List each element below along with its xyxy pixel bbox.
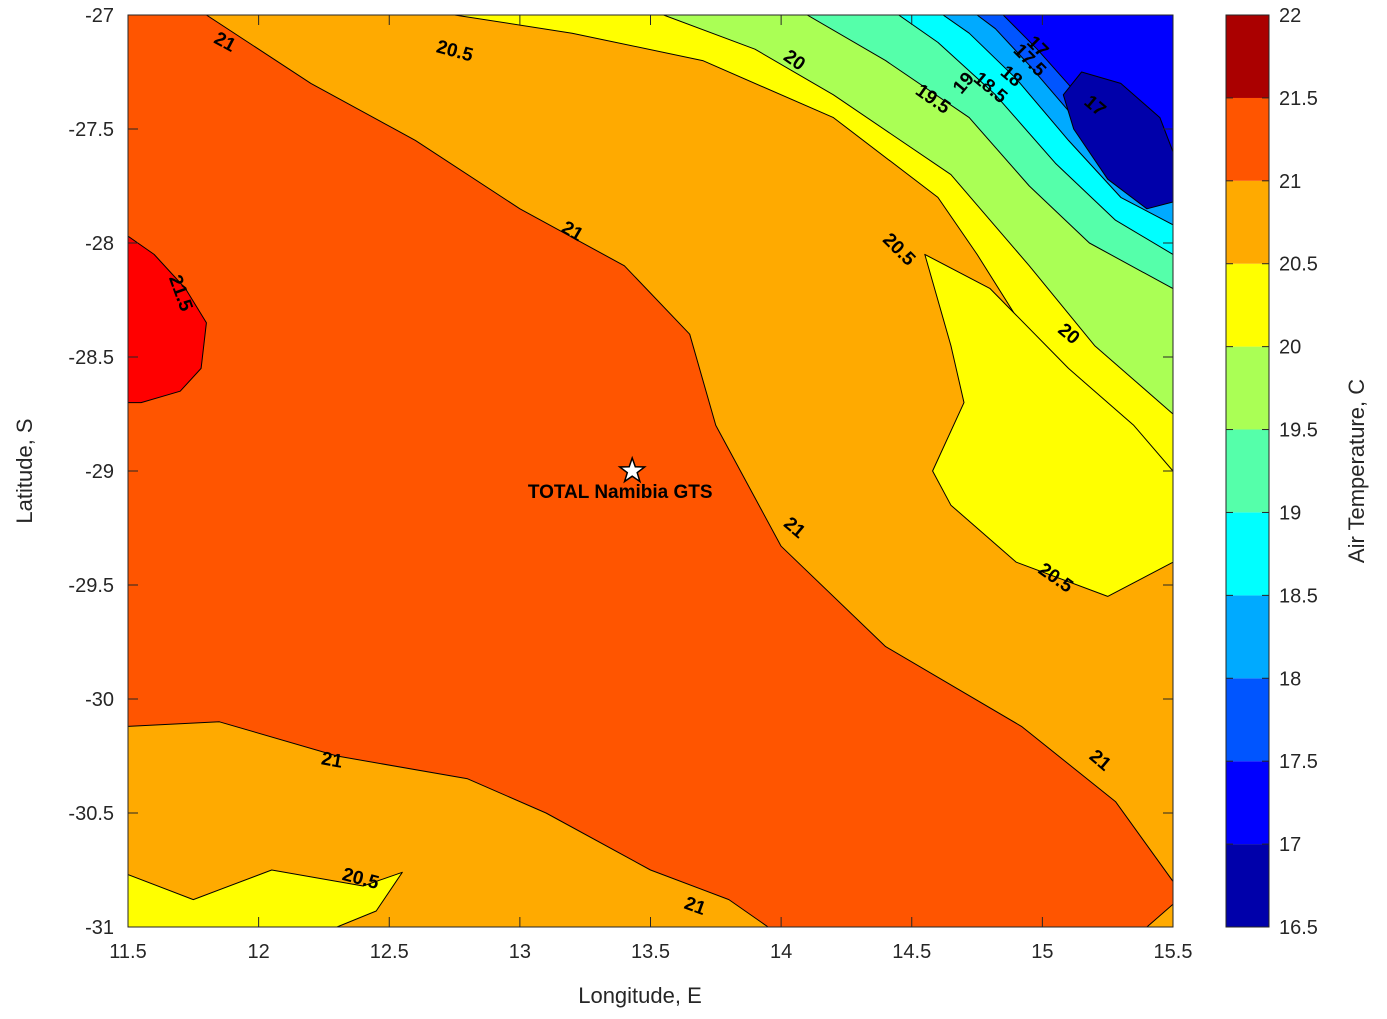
x-tick-label-2: 12.5 xyxy=(370,941,409,963)
y-tick-label-0: -27 xyxy=(85,5,114,27)
colorbar-band-3 xyxy=(1226,595,1269,679)
contour-region-20-5-3 xyxy=(1146,903,1173,927)
colorbar-ticks: 16.5 17 17.5 18 18.5 19 19.5 20 20.5 21 21.5 22 xyxy=(1226,5,1318,939)
contour-region-21-5-14 xyxy=(128,235,207,404)
colorbar-frame xyxy=(1225,14,1270,928)
colorbar-band-8 xyxy=(1226,180,1269,264)
colorbar-tick-label-4: 18.5 xyxy=(1279,585,1318,607)
colorbar-band-9 xyxy=(1226,97,1269,181)
colorbar-band-7 xyxy=(1226,263,1269,347)
colorbar-tick-label-6: 19.5 xyxy=(1279,420,1318,442)
x-axis: 11.5 12 12.5 13 13.5 14 14.5 15 15.5 xyxy=(109,15,1192,963)
colorbar-band-5 xyxy=(1226,429,1269,513)
contour-region-20-5-1 xyxy=(205,15,1173,882)
y-tick-label-5: -29.5 xyxy=(68,575,114,597)
x-tick-label-3: 13 xyxy=(509,941,531,963)
colorbar-tick-label-10: 21.5 xyxy=(1279,88,1318,110)
y-tick-label-2: -28 xyxy=(85,233,114,255)
colorbar: 16.5 17 17.5 18 18.5 19 19.5 20 20.5 21 21.5 22 xyxy=(1225,5,1318,939)
y-tick-label-6: -30 xyxy=(85,689,114,711)
colorbar-band-11 xyxy=(1226,15,1269,98)
x-tick-label-1: 12 xyxy=(248,941,270,963)
colorbar-tick-label-2: 17.5 xyxy=(1279,751,1318,773)
colorbar-band-0 xyxy=(1226,844,1269,927)
x-tick-label-0: 11.5 xyxy=(109,941,146,963)
y-tick-label-7: -30.5 xyxy=(68,803,114,825)
y-axis: -27 -27.5 -28 -28.5 -29 -29.5 -30 -30.5 -31 xyxy=(68,5,1173,939)
colorbar-tick-label-0: 16.5 xyxy=(1279,917,1318,939)
contour-label-16: 21 xyxy=(320,748,345,772)
x-tick-label-7: 15 xyxy=(1031,941,1053,963)
x-axis-label: Longitude, E xyxy=(578,983,702,1008)
colorbar-bands xyxy=(1226,15,1269,927)
contour-region-16-5-13 xyxy=(1062,71,1173,210)
y-tick-label-4: -29 xyxy=(85,461,114,483)
y-tick-label-1: -27.5 xyxy=(68,119,114,141)
colorbar-tick-label-5: 19 xyxy=(1279,502,1301,524)
y-tick-label-3: -28.5 xyxy=(68,347,114,369)
contour-region-20-5 xyxy=(128,869,403,927)
x-tick-label-4: 13.5 xyxy=(631,941,670,963)
colorbar-tick-label-9: 21 xyxy=(1279,171,1301,193)
colorbar-label: Air Temperature, C xyxy=(1344,379,1369,563)
colorbar-band-2 xyxy=(1226,678,1269,762)
x-tick-label-5: 14 xyxy=(770,941,792,963)
x-tick-label-8: 15.5 xyxy=(1154,941,1193,963)
colorbar-band-6 xyxy=(1226,346,1269,430)
y-axis-label: Latitude, S xyxy=(12,418,37,523)
colorbar-tick-label-3: 18 xyxy=(1279,668,1301,690)
colorbar-band-1 xyxy=(1226,761,1269,845)
colorbar-tick-label-1: 17 xyxy=(1279,834,1301,856)
station-label: TOTAL Namibia GTS xyxy=(528,482,713,503)
colorbar-tick-label-8: 20.5 xyxy=(1279,254,1318,276)
colorbar-tick-label-7: 20 xyxy=(1279,337,1301,359)
contour-fill-layer xyxy=(128,15,1173,927)
colorbar-band-4 xyxy=(1226,512,1269,596)
colorbar-tick-label-11: 22 xyxy=(1279,5,1301,27)
station-star-icon[interactable] xyxy=(617,455,647,484)
x-tick-label-6: 14.5 xyxy=(892,941,931,963)
y-tick-label-8: -31 xyxy=(85,917,114,939)
contour-region-20-6 xyxy=(924,253,1173,597)
station-marker-group: TOTAL Namibia GTS xyxy=(528,455,713,503)
